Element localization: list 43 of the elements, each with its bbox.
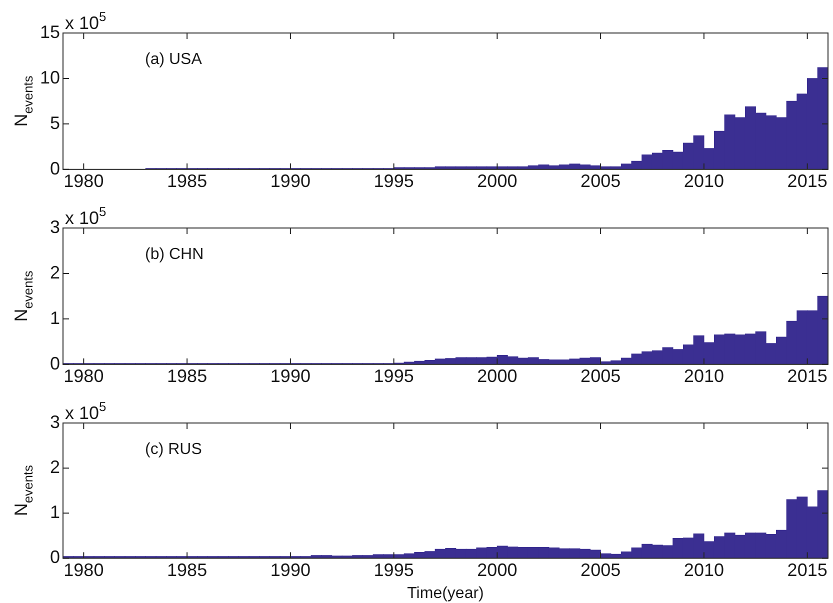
x-tick-label: 2005 <box>580 171 621 192</box>
x-tick-label: 2010 <box>684 366 724 386</box>
y-tick-label: 15 <box>40 22 60 42</box>
x-tick-label: 1995 <box>374 366 414 386</box>
x-tick-label: 2000 <box>477 366 518 386</box>
y-tick-label: 10 <box>40 67 60 88</box>
x-tick-label: 2000 <box>477 560 518 580</box>
x-tick-label: 1985 <box>167 171 208 192</box>
y-axis-title: Nevents <box>11 464 36 516</box>
x-tick-label: 1985 <box>167 560 208 580</box>
annotation: (a) USA <box>145 51 202 68</box>
x-tick-label: 1990 <box>270 171 310 192</box>
x-tick-label: 2005 <box>580 366 621 386</box>
y-tick-label: 0 <box>50 547 60 568</box>
y-tick-label: 5 <box>50 112 60 133</box>
x-tick-label: 1990 <box>270 366 310 386</box>
x-tick-label: 1980 <box>64 560 104 580</box>
y-axis-title: Nevents <box>11 270 36 322</box>
annotation: (c) RUS <box>145 441 202 458</box>
x-tick-label: 1995 <box>374 171 414 192</box>
y-tick-label: 1 <box>50 502 60 522</box>
x-axis-title: Time(year) <box>407 584 484 602</box>
y-tick-label: 2 <box>50 457 60 478</box>
y-tick-label: 3 <box>50 412 60 432</box>
y-tick-label: 2 <box>50 262 60 282</box>
x-tick-label: 2015 <box>787 366 828 386</box>
y-tick-label: 0 <box>50 158 60 178</box>
x-tick-label: 2000 <box>477 171 518 192</box>
annotation: (b) CHN <box>145 246 204 263</box>
x-tick-label: 2015 <box>787 171 828 192</box>
y-tick-label: 3 <box>50 216 60 237</box>
y-tick-label: 0 <box>50 353 60 374</box>
x-tick-label: 2010 <box>684 560 724 580</box>
x-tick-label: 1990 <box>270 560 310 580</box>
y-tick-label: 1 <box>50 308 60 328</box>
x-tick-label: 1980 <box>64 171 104 192</box>
x-tick-label: 1985 <box>167 366 208 386</box>
x-tick-label: 2015 <box>787 560 828 580</box>
y-axis-title: Nevents <box>11 75 36 127</box>
x-tick-label: 1980 <box>64 366 104 386</box>
x-tick-label: 2010 <box>684 171 724 192</box>
x-tick-label: 2005 <box>580 560 621 580</box>
x-tick-label: 1995 <box>374 560 414 580</box>
